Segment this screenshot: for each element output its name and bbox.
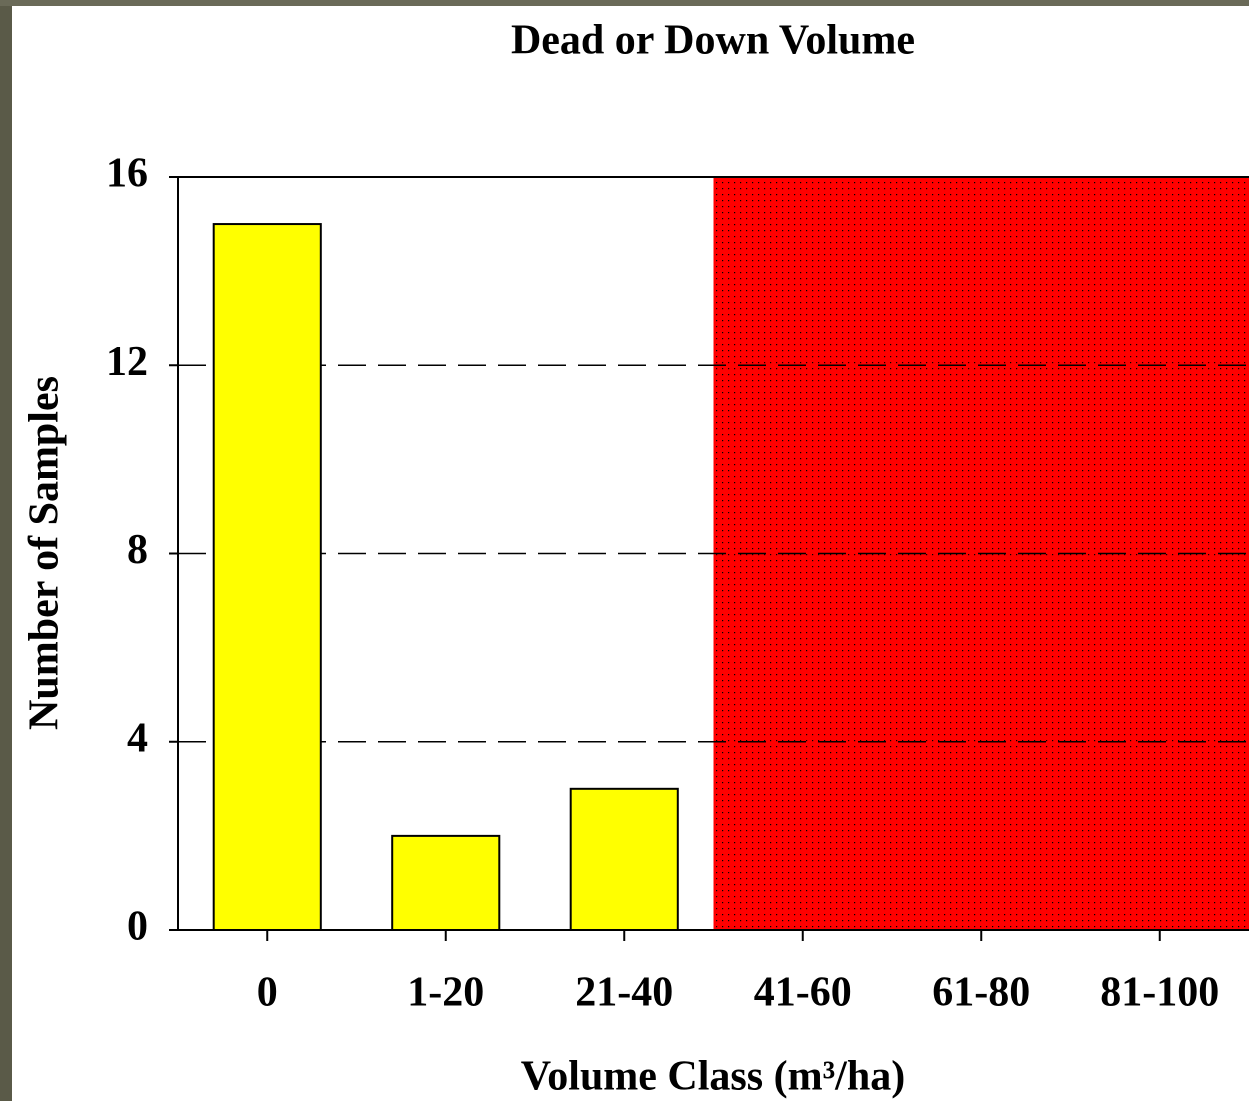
bar — [571, 789, 678, 930]
photo-edge — [0, 0, 12, 1101]
y-tick-label: 0 — [127, 904, 148, 950]
x-tick-label: 0 — [257, 970, 278, 1016]
y-axis-label: Number of Samples — [22, 376, 68, 730]
x-tick-label: 21-40 — [575, 970, 673, 1016]
bar — [214, 224, 321, 930]
chart-title: Dead or Down Volume — [511, 18, 915, 64]
y-tick-label: 4 — [127, 715, 148, 761]
x-tick-label: 81-100 — [1100, 970, 1219, 1016]
x-tick-label: 1-20 — [407, 970, 484, 1016]
page: Dead or Down Volume Volume Class (m³/ha)… — [0, 0, 1249, 1101]
photo-edge — [0, 0, 1249, 6]
x-tick-label: 61-80 — [932, 970, 1030, 1016]
chart: Dead or Down Volume Volume Class (m³/ha)… — [0, 0, 1249, 1101]
y-tick-label: 12 — [106, 339, 148, 385]
y-tick-label: 8 — [127, 527, 148, 573]
x-tick-label: 41-60 — [754, 970, 852, 1016]
y-tick-label: 16 — [106, 151, 148, 197]
bar — [392, 836, 499, 930]
x-axis-label: Volume Class (m³/ha) — [521, 1054, 905, 1100]
